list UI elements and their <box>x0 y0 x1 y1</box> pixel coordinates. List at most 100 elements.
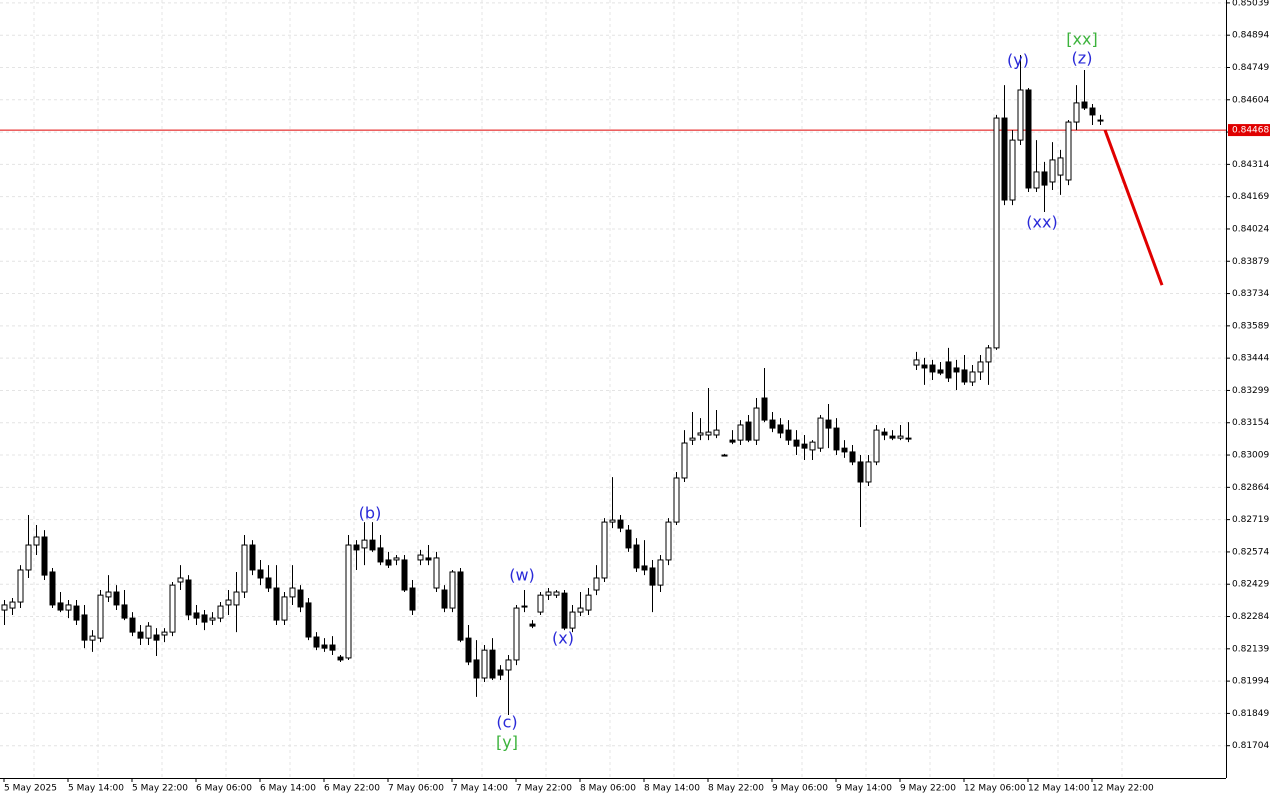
candle-body <box>513 607 520 661</box>
wave-label: [y] <box>496 733 518 752</box>
y-tick-label: 0.82719 <box>1232 515 1269 525</box>
y-tick-label: 0.83299 <box>1232 386 1269 396</box>
candle-body <box>921 364 928 369</box>
y-tick-label: 0.81849 <box>1232 709 1269 719</box>
candle-body <box>473 659 480 679</box>
y-tick-label: 0.84314 <box>1232 160 1269 170</box>
candle-body <box>585 594 592 611</box>
candle-body <box>881 431 888 436</box>
candle-body <box>753 407 760 441</box>
candle-body <box>833 427 840 451</box>
x-tick-label: 7 May 22:00 <box>516 784 572 794</box>
candle-body <box>1033 171 1040 189</box>
candle-body <box>681 442 688 479</box>
x-tick-label: 9 May 06:00 <box>772 784 828 794</box>
candle-body <box>761 397 768 421</box>
candle-body <box>457 571 464 641</box>
candle-body <box>1041 171 1048 186</box>
y-tick-label: 0.83734 <box>1232 289 1269 299</box>
candle-body <box>289 587 296 598</box>
candle-body <box>673 477 680 523</box>
x-tick-label: 5 May 14:00 <box>68 784 124 794</box>
candle-body <box>497 669 504 676</box>
candle-body <box>1049 159 1056 183</box>
candle-body <box>713 429 720 436</box>
candle-body <box>257 569 264 579</box>
candle-body <box>1017 89 1024 141</box>
candle-body <box>441 589 448 609</box>
candle-body <box>537 594 544 613</box>
candle-body <box>641 565 648 571</box>
candle-body <box>305 602 312 638</box>
candle-body <box>169 584 176 633</box>
candle-body <box>601 521 608 579</box>
candle-body <box>505 659 512 671</box>
candle-body <box>329 644 336 651</box>
candle-body <box>273 587 280 621</box>
candle-body <box>113 591 120 606</box>
candle-body <box>985 347 992 363</box>
candle-body <box>217 605 224 619</box>
candle-body <box>825 419 832 429</box>
candle-body <box>489 649 496 679</box>
x-tick-label: 7 May 06:00 <box>388 784 444 794</box>
candle-body <box>1097 119 1104 122</box>
current-price-box <box>1228 124 1270 137</box>
candle-body <box>97 594 104 639</box>
candle-body <box>193 612 200 619</box>
candle-body <box>1073 102 1080 123</box>
wave-label: (x) <box>552 629 574 648</box>
candle-body <box>337 656 344 661</box>
candle-body <box>49 571 56 606</box>
x-tick-label: 9 May 22:00 <box>900 784 956 794</box>
wave-label: (w) <box>509 566 535 585</box>
candle-body <box>929 364 936 373</box>
x-tick-label: 5 May 2025 <box>4 784 57 794</box>
y-tick-label: 0.84749 <box>1232 63 1269 73</box>
candle-body <box>1081 101 1088 109</box>
y-tick-label: 0.82864 <box>1232 483 1269 493</box>
candle-body <box>665 521 672 561</box>
x-tick-label: 6 May 22:00 <box>324 784 380 794</box>
forecast-line <box>1103 129 1164 286</box>
candle-body <box>65 604 72 611</box>
candle-body <box>657 559 664 586</box>
candle-body <box>321 644 328 649</box>
y-tick-label: 0.81994 <box>1232 677 1269 687</box>
candle-body <box>433 557 440 589</box>
candle-body <box>553 591 560 596</box>
y-tick-label: 0.82139 <box>1232 644 1269 654</box>
candle-body <box>25 544 32 571</box>
candle-body <box>369 539 376 551</box>
candle-body <box>593 577 600 591</box>
candle-body <box>481 649 488 679</box>
y-tick-label: 0.81704 <box>1232 741 1269 751</box>
candle-body <box>737 424 744 441</box>
candle-body <box>233 591 240 606</box>
wave-label: (y) <box>1007 51 1029 70</box>
candle-body <box>17 569 24 603</box>
candle-body <box>33 536 40 546</box>
candle-body <box>873 429 880 463</box>
candle-body <box>905 437 912 440</box>
candle-body <box>969 371 976 383</box>
candle-body <box>961 369 968 383</box>
candle-body <box>153 634 160 641</box>
candle-body <box>137 631 144 639</box>
candle-body <box>777 424 784 434</box>
y-tick-label: 0.83589 <box>1232 321 1269 331</box>
candle-body <box>897 435 904 439</box>
y-tick-label: 0.83154 <box>1232 418 1269 428</box>
candle-body <box>937 369 944 374</box>
x-tick-label: 9 May 14:00 <box>836 784 892 794</box>
y-tick-label: 0.84604 <box>1232 95 1269 105</box>
candle-body <box>185 579 192 616</box>
y-tick-label: 0.85039 <box>1232 0 1269 8</box>
candle-body <box>569 611 576 629</box>
x-tick-label: 8 May 06:00 <box>580 784 636 794</box>
y-tick-label: 0.82574 <box>1232 547 1269 557</box>
y-tick-label: 0.83879 <box>1232 257 1269 267</box>
x-tick-label: 12 May 06:00 <box>964 784 1026 794</box>
